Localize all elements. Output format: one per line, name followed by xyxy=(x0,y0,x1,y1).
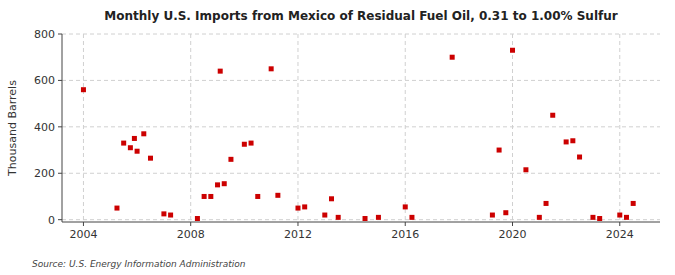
point xyxy=(255,194,260,199)
point xyxy=(228,157,233,162)
point xyxy=(409,215,414,220)
point xyxy=(215,182,220,187)
point xyxy=(597,216,602,221)
point xyxy=(295,206,300,211)
x-tick xyxy=(405,222,406,226)
point xyxy=(450,55,455,60)
y-tick-label: 800 xyxy=(34,28,55,41)
grid-line-y xyxy=(62,34,660,35)
point xyxy=(590,215,595,220)
axes: 2004 2008 2012 2016 2020 2024 0 200 400 600 800 xyxy=(34,28,660,241)
points xyxy=(81,48,636,221)
y-tick-label: 400 xyxy=(34,121,55,134)
y-tick xyxy=(58,173,62,174)
point xyxy=(195,216,200,221)
x-tick-label: 2012 xyxy=(284,228,312,241)
grid-line-y xyxy=(62,80,660,81)
point xyxy=(114,206,119,211)
point xyxy=(617,213,622,218)
point xyxy=(363,216,368,221)
point xyxy=(249,141,254,146)
point xyxy=(121,141,126,146)
grid xyxy=(62,34,660,222)
point xyxy=(222,181,227,186)
point xyxy=(218,69,223,74)
point xyxy=(148,156,153,161)
grid-line-x xyxy=(297,34,298,222)
point xyxy=(503,210,508,215)
grid-line-x xyxy=(405,34,406,222)
y-tick xyxy=(58,34,62,35)
point xyxy=(336,215,341,220)
point xyxy=(550,113,555,118)
x-tick-label: 2016 xyxy=(391,228,419,241)
x-tick xyxy=(190,222,191,226)
y-axis-label: Thousand Barrels xyxy=(6,80,19,177)
point xyxy=(544,201,549,206)
grid-line-x xyxy=(190,34,191,222)
point xyxy=(141,131,146,136)
point xyxy=(302,204,307,209)
point xyxy=(497,148,502,153)
point xyxy=(329,196,334,201)
point xyxy=(403,204,408,209)
point xyxy=(564,139,569,144)
x-tick-label: 2024 xyxy=(606,228,634,241)
point xyxy=(161,211,166,216)
grid-line-x xyxy=(512,34,513,222)
x-tick xyxy=(512,222,513,226)
point xyxy=(631,201,636,206)
grid-line-x xyxy=(619,34,620,222)
y-tick xyxy=(58,80,62,81)
y-axis-line xyxy=(62,34,63,222)
x-tick xyxy=(297,222,298,226)
x-tick xyxy=(619,222,620,226)
point xyxy=(570,138,575,143)
point xyxy=(376,215,381,220)
point xyxy=(490,213,495,218)
y-tick-label: 600 xyxy=(34,74,55,87)
point xyxy=(128,145,133,150)
point xyxy=(269,66,274,71)
point xyxy=(242,142,247,147)
title: Monthly U.S. Imports from Mexico of Resi… xyxy=(104,9,617,23)
point xyxy=(81,87,86,92)
point xyxy=(168,213,173,218)
grid-line-y xyxy=(62,173,660,174)
x-tick xyxy=(83,222,84,226)
y-tick-label: 200 xyxy=(34,167,55,180)
point xyxy=(135,149,140,154)
y-tick xyxy=(58,126,62,127)
x-tick-label: 2004 xyxy=(69,228,97,241)
point xyxy=(202,194,207,199)
x-axis-line xyxy=(62,222,660,223)
grid-line-x xyxy=(83,34,84,222)
point xyxy=(208,194,213,199)
point xyxy=(132,136,137,141)
point xyxy=(577,155,582,160)
point xyxy=(510,48,515,53)
chart-svg: 2004 2008 2012 2016 2020 2024 0 200 400 600 800 Tho… xyxy=(0,0,675,275)
point xyxy=(537,215,542,220)
point xyxy=(624,215,629,220)
grid-line-y xyxy=(62,126,660,127)
point xyxy=(523,167,528,172)
point xyxy=(275,193,280,198)
y-tick xyxy=(58,219,62,220)
y-tick-label: 0 xyxy=(48,214,55,227)
grid-line-y xyxy=(62,219,660,220)
x-tick-label: 2008 xyxy=(177,228,205,241)
chart-container: 2004 2008 2012 2016 2020 2024 0 200 400 600 800 Tho… xyxy=(0,0,675,275)
point xyxy=(322,213,327,218)
source-note: Source: U.S. Energy Information Administ… xyxy=(32,259,246,269)
x-tick-label: 2020 xyxy=(499,228,527,241)
